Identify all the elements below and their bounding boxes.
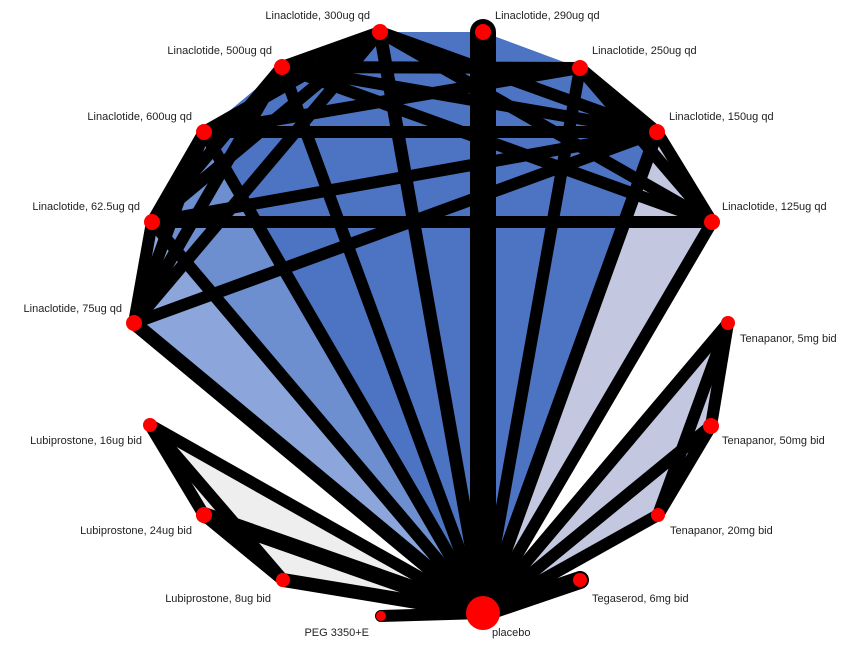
edge-lin600-lin625 xyxy=(146,126,210,228)
node-peg xyxy=(376,611,386,621)
edge-lin625-lin150 xyxy=(146,126,663,228)
node-label-lin300: Linaclotide, 300ug qd xyxy=(265,10,370,22)
node-ten20 xyxy=(651,508,665,522)
loop-placebo-lin125-lin150 xyxy=(483,132,712,613)
node-label-lub24: Lubiprostone, 24ug bid xyxy=(80,525,192,537)
edge-placebo-lin250 xyxy=(477,62,586,619)
edge-lin500-lin150 xyxy=(276,61,663,138)
node-label-lin250: Linaclotide, 250ug qd xyxy=(592,45,697,57)
loop-placebo-lin625-lin600 xyxy=(152,132,483,613)
node-ten5 xyxy=(721,316,735,330)
node-label-ten50: Tenapanor, 50mg bid xyxy=(722,435,825,447)
edges-layer xyxy=(127,19,734,626)
edge-lin150-lin125 xyxy=(651,126,718,228)
edge-placebo-teg6 xyxy=(474,571,589,622)
node-label-lin125: Linaclotide, 125ug qd xyxy=(722,201,827,213)
edge-placebo-lin75 xyxy=(127,316,490,620)
node-lin150 xyxy=(649,124,665,140)
edge-placebo-lin125 xyxy=(477,216,718,619)
edge-placebo-ten5 xyxy=(477,317,734,619)
node-placebo xyxy=(466,596,500,630)
node-label-lub8: Lubiprostone, 8ug bid xyxy=(165,593,271,605)
node-label-lin600: Linaclotide, 600ug qd xyxy=(87,111,192,123)
node-label-placebo: placebo xyxy=(492,627,531,639)
node-label-lin290: Linaclotide, 290ug qd xyxy=(495,10,600,22)
nodes-layer xyxy=(126,24,735,630)
node-lub8 xyxy=(276,573,290,587)
edge-ten5-ten20 xyxy=(652,317,734,521)
node-lin300 xyxy=(372,24,388,40)
edge-placebo-lub24 xyxy=(196,507,491,621)
edge-lin75-lin150 xyxy=(128,126,663,329)
node-lin600 xyxy=(196,124,212,140)
node-lin125 xyxy=(704,214,720,230)
node-lub24 xyxy=(196,507,212,523)
edge-placebo-lub8 xyxy=(276,573,490,620)
edge-placebo-lub16 xyxy=(144,419,489,619)
node-label-lin150: Linaclotide, 150ug qd xyxy=(669,111,774,123)
node-ten50 xyxy=(703,418,719,434)
node-label-lin500: Linaclotide, 500ug qd xyxy=(167,45,272,57)
edge-placebo-lin600 xyxy=(198,126,489,619)
edge-lub24-lub8 xyxy=(198,509,289,586)
edge-lin625-lin75 xyxy=(128,216,158,329)
edge-lin600-lin250 xyxy=(198,62,586,138)
node-lin75 xyxy=(126,315,142,331)
edge-ten50-ten20 xyxy=(652,420,717,521)
edge-placebo-lin625 xyxy=(146,216,489,619)
edge-placebo-lin500 xyxy=(276,61,489,619)
node-label-teg6: Tegaserod, 6mg bid xyxy=(592,593,689,605)
node-label-peg: PEG 3350+E xyxy=(304,627,369,639)
edge-placebo-peg xyxy=(375,607,489,622)
node-lin500 xyxy=(274,59,290,75)
node-lub16 xyxy=(143,418,157,432)
node-teg6 xyxy=(573,573,587,587)
edge-placebo-lin150 xyxy=(476,125,664,620)
edge-lin500-lin250 xyxy=(276,61,586,74)
node-lin290 xyxy=(475,24,491,40)
edge-lin500-lin125 xyxy=(276,61,718,228)
node-label-ten20: Tenapanor, 20mg bid xyxy=(670,525,773,537)
node-lin625 xyxy=(144,214,160,230)
edge-lin500-lin75 xyxy=(128,61,288,329)
node-lin250 xyxy=(572,60,588,76)
node-label-lub16: Lubiprostone, 16ug bid xyxy=(30,435,142,447)
node-label-lin625: Linaclotide, 62.5ug qd xyxy=(32,201,140,213)
node-label-lin75: Linaclotide, 75ug qd xyxy=(24,303,122,315)
labels-layer: Linaclotide, 290ug qd Linaclotide, 300ug … xyxy=(24,10,837,639)
node-label-ten5: Tenapanor, 5mg bid xyxy=(740,333,837,345)
